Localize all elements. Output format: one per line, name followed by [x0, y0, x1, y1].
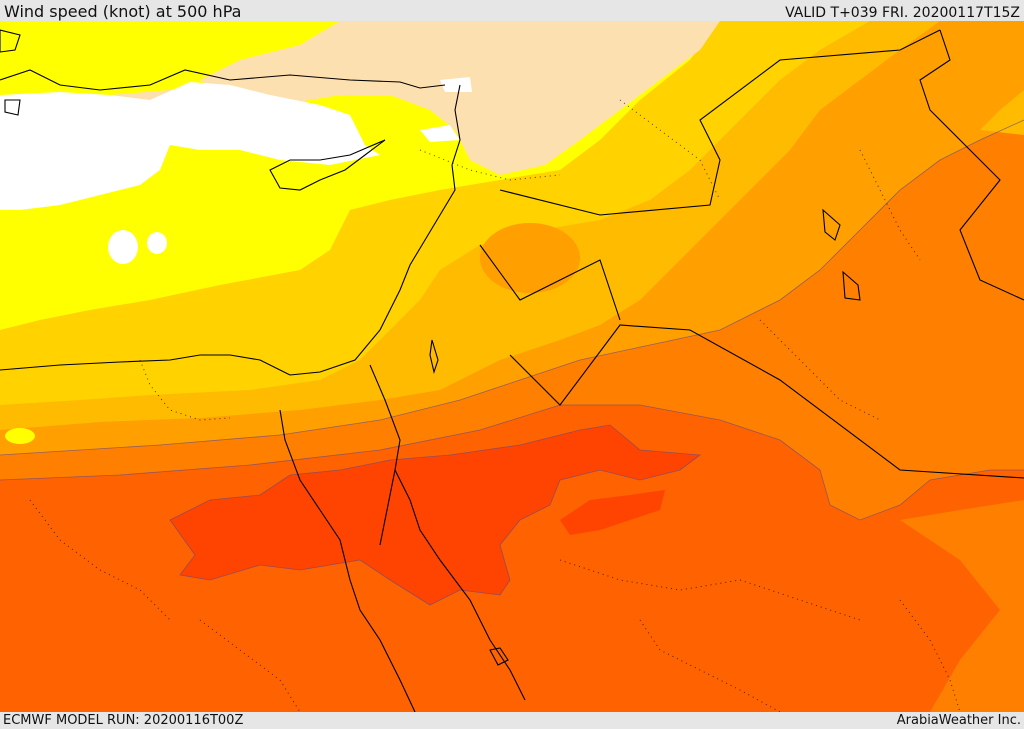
lake-iraq-2 — [842, 270, 861, 301]
footer-bar: ECMWF MODEL RUN: 20200116T00Z ArabiaWeat… — [0, 712, 1024, 729]
header-bar: Wind speed (knot) at 500 hPa VALID T+039… — [0, 0, 1024, 21]
model-run: ECMWF MODEL RUN: 20200116T00Z — [3, 713, 244, 728]
border-iraq — [479, 244, 621, 321]
wind-patch-4 — [5, 428, 35, 444]
wind-band-8 — [170, 425, 700, 605]
border-iran — [919, 29, 1024, 301]
wind-band-4-east — [980, 90, 1024, 135]
credit: ArabiaWeather Inc. — [896, 713, 1021, 728]
lake-iraq — [822, 208, 841, 241]
island-aegean — [0, 29, 21, 53]
border-jordan-saudi — [509, 324, 1024, 479]
border-syria-iraq — [499, 29, 941, 216]
coastline-egypt — [0, 354, 291, 376]
lake-dead-sea — [429, 339, 439, 375]
map-title: Wind speed (knot) at 500 hPa — [4, 2, 242, 21]
wind-patch-3 — [480, 223, 580, 293]
wind-patch-2 — [931, 392, 955, 408]
wind-band-1 — [200, 21, 720, 175]
coastline-red-sea-west — [279, 409, 416, 712]
calm-pocket-2 — [147, 232, 167, 254]
island-aegean-2 — [4, 99, 21, 116]
coastline-turkey — [0, 69, 446, 91]
wind-patch — [846, 375, 890, 395]
wind-speed-map[interactable] — [0, 21, 1024, 712]
coastline-red-sea-east — [394, 469, 526, 701]
coastline-cyprus — [269, 139, 386, 191]
coastline-levant — [289, 84, 461, 376]
valid-time: VALID T+039 FRI. 20200117T15Z — [785, 5, 1020, 21]
calm-region-small — [440, 77, 472, 92]
calm-pocket — [108, 230, 138, 264]
calm-region-east — [420, 125, 460, 142]
coastline-sinai — [369, 364, 401, 546]
wind-band-8-east — [560, 490, 665, 535]
wind-band-6-east — [900, 500, 1024, 712]
calm-region — [0, 82, 380, 210]
island-red-sea — [489, 647, 509, 666]
